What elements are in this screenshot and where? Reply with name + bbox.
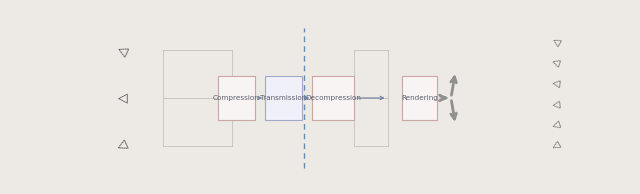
FancyBboxPatch shape <box>403 76 437 120</box>
Text: ◁: ◁ <box>116 42 130 58</box>
Text: ◁: ◁ <box>550 139 562 152</box>
Text: ◁: ◁ <box>550 35 562 47</box>
Text: ◁: ◁ <box>552 78 561 88</box>
Text: Compression: Compression <box>213 95 260 101</box>
Text: ◁: ◁ <box>118 91 127 105</box>
Text: Rendering: Rendering <box>401 95 438 101</box>
Text: Transmission: Transmission <box>260 95 307 101</box>
FancyBboxPatch shape <box>218 76 255 120</box>
Text: ◁: ◁ <box>116 138 130 154</box>
Text: ◁: ◁ <box>552 99 561 109</box>
Text: ◁: ◁ <box>551 56 561 68</box>
FancyBboxPatch shape <box>312 76 354 120</box>
Text: Decompression: Decompression <box>305 95 361 101</box>
FancyBboxPatch shape <box>265 76 302 120</box>
Text: ◁: ◁ <box>551 119 561 131</box>
